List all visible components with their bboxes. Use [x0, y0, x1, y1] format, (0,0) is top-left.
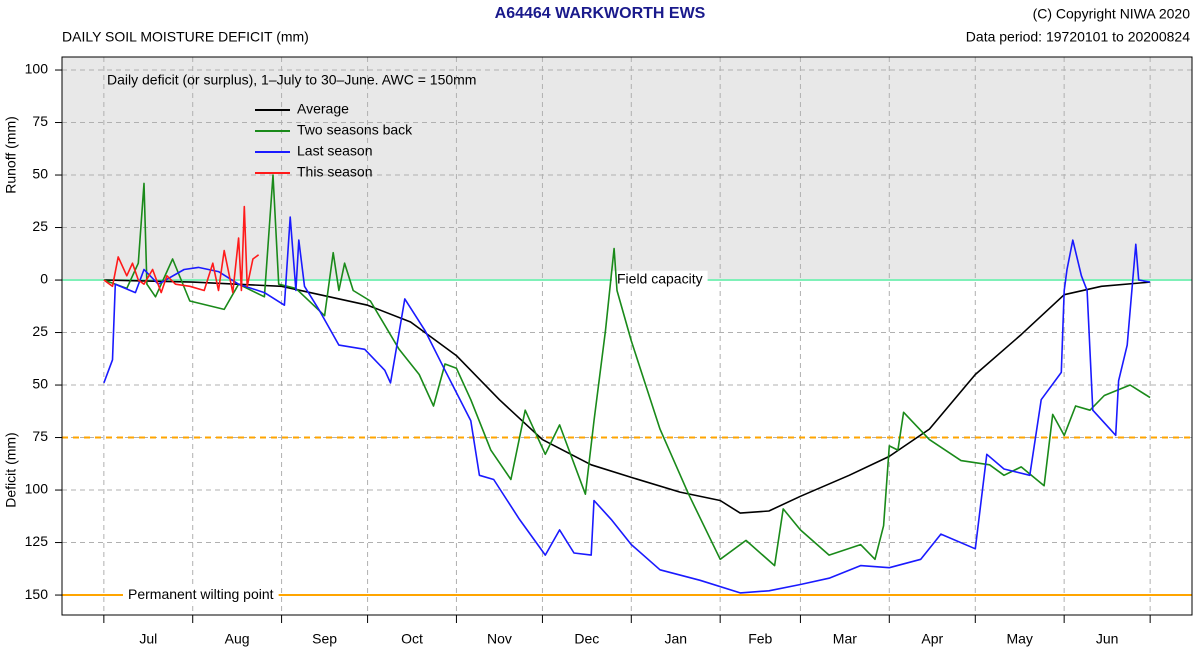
x-tick-label: Apr: [921, 631, 943, 647]
series-line: [103, 216, 1151, 594]
surplus-region: [62, 57, 1192, 281]
x-tick-label: Nov: [487, 631, 512, 647]
x-tick-label: Dec: [574, 631, 599, 647]
series-line: [103, 205, 260, 294]
note: Daily deficit (or surplus), 1–July to 30…: [107, 72, 476, 88]
subtitle: DAILY SOIL MOISTURE DEFICIT (mm): [62, 29, 309, 45]
y-tick-label: 50: [32, 376, 48, 392]
y-tick-label: 100: [25, 61, 49, 77]
label-background: [123, 585, 279, 602]
y-axis-title: Deficit (mm): [3, 432, 19, 507]
x-tick-label: Sep: [312, 631, 337, 647]
label-background: [612, 270, 708, 287]
y-tick-label: 100: [25, 481, 49, 497]
legend-label: This season: [297, 164, 372, 180]
y-tick-label: 0: [40, 271, 48, 287]
legend-label: Average: [297, 101, 349, 117]
x-tick-label: Oct: [401, 631, 423, 647]
x-tick-label: Jan: [664, 631, 687, 647]
y-axis-title: Runoff (mm): [3, 116, 19, 194]
y-tick-label: 125: [25, 533, 49, 549]
x-tick-label: Jun: [1096, 631, 1119, 647]
series-line: [103, 174, 1151, 567]
y-tick-label: 75: [32, 428, 48, 444]
y-tick-label: 50: [32, 166, 48, 182]
series-line: [103, 279, 1151, 514]
x-tick-label: May: [1006, 631, 1032, 647]
reference-label: Permanent wilting point: [128, 586, 274, 602]
legend-label: Two seasons back: [297, 122, 413, 138]
y-tick-label: 25: [32, 218, 48, 234]
x-tick-label: Aug: [225, 631, 250, 647]
chart-title: A64464 WARKWORTH EWS: [495, 5, 706, 22]
data-period: Data period: 19720101 to 20200824: [966, 29, 1190, 45]
x-tick-label: Feb: [748, 631, 772, 647]
y-tick-label: 150: [25, 586, 49, 602]
y-tick-label: 75: [32, 113, 48, 129]
plot-frame: [61, 56, 1193, 616]
legend-label: Last season: [297, 143, 373, 159]
x-tick-label: Jul: [139, 631, 157, 647]
y-tick-label: 25: [32, 323, 48, 339]
reference-label: Field capacity: [617, 271, 703, 287]
x-tick-label: Mar: [833, 631, 857, 647]
copyright: (C) Copyright NIWA 2020: [1033, 6, 1191, 22]
